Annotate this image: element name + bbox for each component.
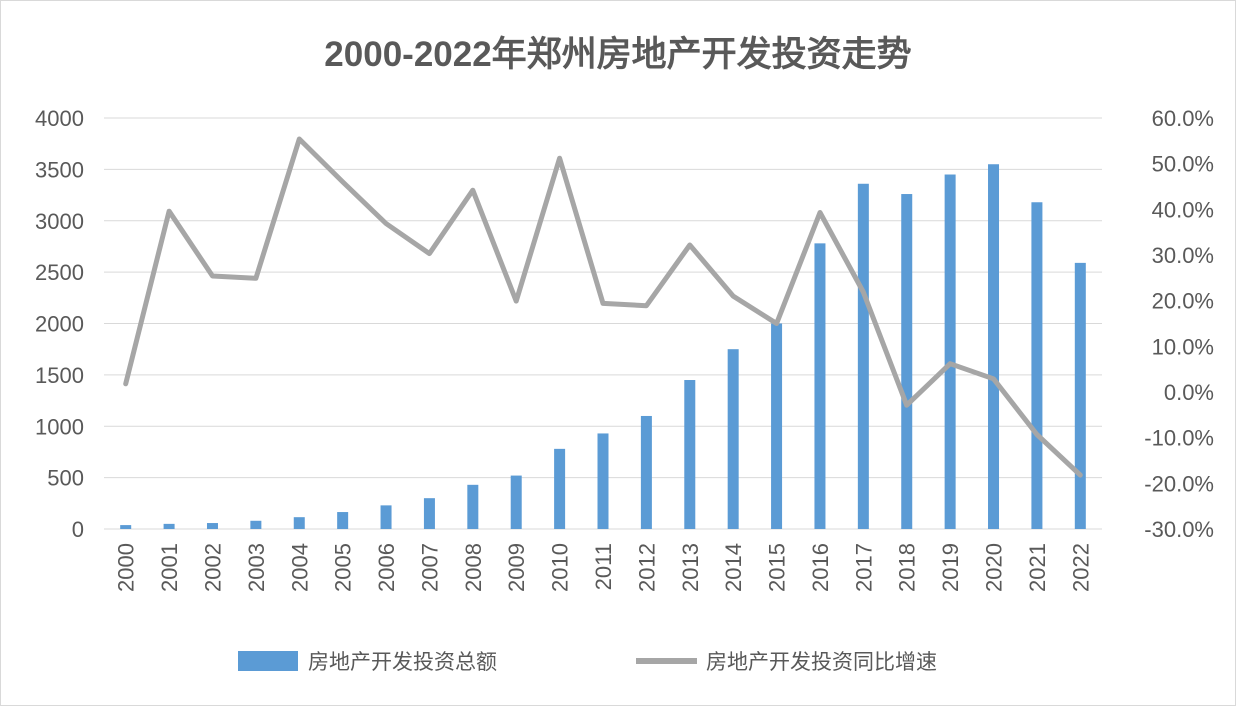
left-tick-label: 1000 bbox=[35, 414, 84, 439]
x-tick-label: 2019 bbox=[938, 543, 963, 592]
growth-rate-line bbox=[123, 136, 1083, 478]
right-tick-label: -30.0% bbox=[1144, 517, 1214, 542]
x-tick-label: 2018 bbox=[895, 543, 920, 592]
left-tick-label: 0 bbox=[72, 517, 84, 542]
bar-2017 bbox=[857, 183, 869, 529]
bar-2001 bbox=[163, 523, 175, 529]
bar-2011 bbox=[597, 433, 609, 529]
left-tick-label: 500 bbox=[47, 466, 84, 491]
bar-2010 bbox=[554, 448, 566, 529]
x-tick-label: 2014 bbox=[721, 543, 746, 592]
x-tick-label: 2010 bbox=[548, 543, 573, 592]
x-tick-label: 2003 bbox=[244, 543, 269, 592]
left-tick-label: 2500 bbox=[35, 260, 84, 285]
right-tick-label: 10.0% bbox=[1152, 334, 1214, 359]
x-tick-label: 2001 bbox=[157, 543, 182, 592]
bar-2019 bbox=[944, 174, 956, 529]
right-tick-label: 0.0% bbox=[1164, 380, 1214, 405]
x-tick-label: 2002 bbox=[200, 543, 225, 592]
bar-2009 bbox=[510, 475, 522, 529]
line-series bbox=[123, 136, 1083, 478]
bar-2018 bbox=[901, 194, 913, 529]
left-tick-label: 3500 bbox=[35, 157, 84, 182]
legend: 房地产开发投资总额 房地产开发投资同比增速 bbox=[238, 650, 937, 674]
bar-2012 bbox=[640, 415, 652, 529]
x-tick-label: 2017 bbox=[851, 543, 876, 592]
x-axis: 2000 2001 2002 2003 2004 2005 2006 2007 2008 2009… bbox=[114, 543, 1094, 592]
bar-2006 bbox=[380, 505, 392, 529]
bar-2015 bbox=[771, 323, 783, 529]
left-tick-label: 1500 bbox=[35, 363, 84, 388]
bar-2008 bbox=[467, 484, 479, 529]
bar-2014 bbox=[727, 349, 739, 529]
right-tick-label: 30.0% bbox=[1152, 243, 1214, 268]
right-tick-label: -20.0% bbox=[1144, 471, 1214, 496]
bar-2000 bbox=[120, 525, 132, 529]
bar-2005 bbox=[337, 512, 349, 529]
bar-2020 bbox=[988, 164, 1000, 530]
left-tick-label: 3000 bbox=[35, 209, 84, 234]
left-tick-label: 4000 bbox=[35, 106, 84, 131]
right-y-axis: -30.0% -20.0% -10.0% 0.0% 10.0% 20.0% 30.0% 40.… bbox=[1144, 106, 1214, 542]
bar-2016 bbox=[814, 243, 826, 530]
bar-2013 bbox=[684, 380, 696, 529]
right-tick-label: 60.0% bbox=[1152, 106, 1214, 131]
right-tick-label: -10.0% bbox=[1144, 426, 1214, 451]
x-tick-label: 2011 bbox=[591, 543, 616, 590]
chart-title: 2000-2022年郑州房地产开发投资走势 bbox=[324, 35, 911, 74]
x-tick-label: 2005 bbox=[331, 543, 356, 592]
x-tick-label: 2022 bbox=[1068, 543, 1093, 592]
right-tick-label: 50.0% bbox=[1152, 152, 1214, 177]
right-tick-label: 40.0% bbox=[1152, 197, 1214, 222]
x-tick-label: 2007 bbox=[417, 543, 442, 592]
right-tick-label: 20.0% bbox=[1152, 289, 1214, 314]
bar-2003 bbox=[250, 520, 262, 529]
left-y-axis: 0 500 1000 1500 2000 2500 3000 3500 4000 bbox=[35, 106, 84, 542]
x-tick-label: 2015 bbox=[765, 543, 790, 592]
x-tick-label: 2000 bbox=[114, 543, 139, 592]
bar-2002 bbox=[206, 523, 218, 529]
x-tick-label: 2021 bbox=[1025, 543, 1050, 592]
x-tick-label: 2020 bbox=[982, 543, 1007, 592]
bar-2007 bbox=[423, 498, 435, 529]
x-tick-label: 2009 bbox=[504, 543, 529, 592]
legend-bar-swatch bbox=[238, 651, 298, 671]
bar-series bbox=[120, 164, 1086, 530]
x-tick-label: 2016 bbox=[808, 543, 833, 592]
bar-2022 bbox=[1074, 262, 1086, 529]
legend-line-label: 房地产开发投资同比增速 bbox=[706, 650, 937, 674]
x-tick-label: 2012 bbox=[634, 543, 659, 592]
x-tick-label: 2008 bbox=[461, 543, 486, 592]
x-tick-label: 2004 bbox=[287, 543, 312, 592]
x-tick-label: 2006 bbox=[374, 543, 399, 592]
left-tick-label: 2000 bbox=[35, 312, 84, 337]
bar-2021 bbox=[1031, 202, 1043, 529]
legend-bar-label: 房地产开发投资总额 bbox=[308, 650, 497, 674]
x-tick-label: 2013 bbox=[678, 543, 703, 592]
bar-2004 bbox=[293, 517, 305, 529]
